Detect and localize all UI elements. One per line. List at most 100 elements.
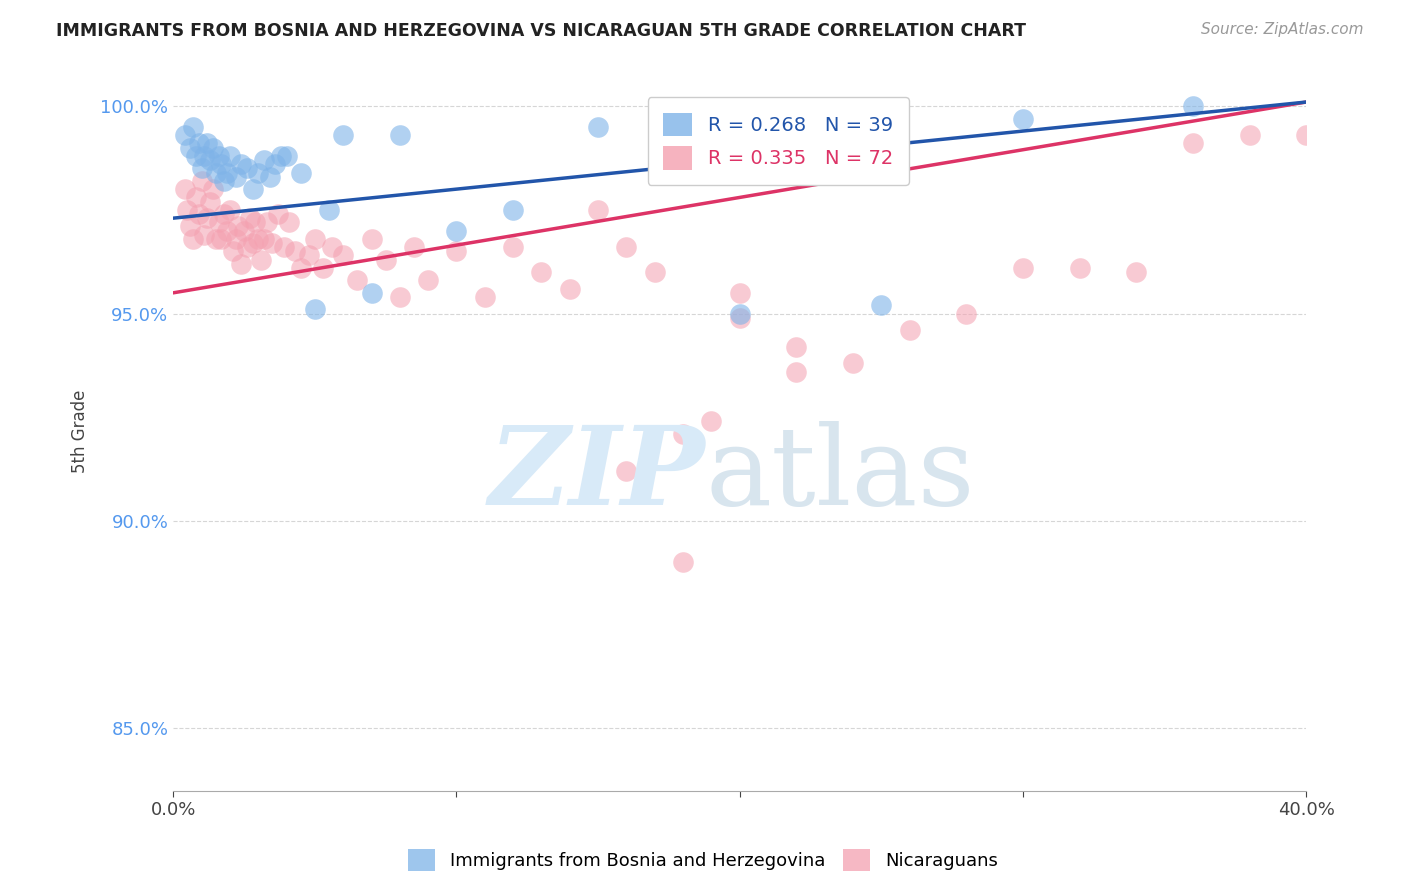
- Point: [233, 224, 256, 238]
- Point: [474, 290, 496, 304]
- Point: [276, 149, 298, 163]
- Point: [218, 149, 240, 163]
- Point: [247, 232, 270, 246]
- Point: [198, 153, 221, 167]
- Point: [187, 207, 209, 221]
- Point: [215, 224, 238, 238]
- Point: [242, 235, 264, 250]
- Point: [201, 182, 224, 196]
- Point: [298, 248, 321, 262]
- Point: [616, 464, 638, 478]
- Point: [201, 141, 224, 155]
- Point: [264, 157, 287, 171]
- Point: [290, 260, 312, 275]
- Point: [785, 365, 807, 379]
- Point: [209, 157, 232, 171]
- Point: [388, 128, 411, 143]
- Point: [284, 244, 307, 259]
- Point: [273, 240, 295, 254]
- Point: [173, 182, 195, 196]
- Legend: Immigrants from Bosnia and Herzegovina, Nicaraguans: Immigrants from Bosnia and Herzegovina, …: [401, 842, 1005, 879]
- Point: [530, 265, 553, 279]
- Point: [225, 232, 247, 246]
- Point: [259, 169, 281, 184]
- Point: [446, 224, 468, 238]
- Point: [728, 310, 751, 325]
- Text: atlas: atlas: [706, 421, 976, 528]
- Point: [270, 149, 292, 163]
- Text: IMMIGRANTS FROM BOSNIA AND HERZEGOVINA VS NICARAGUAN 5TH GRADE CORRELATION CHART: IMMIGRANTS FROM BOSNIA AND HERZEGOVINA V…: [56, 22, 1026, 40]
- Point: [278, 215, 301, 229]
- Point: [360, 285, 382, 300]
- Point: [1182, 99, 1205, 113]
- Point: [360, 232, 382, 246]
- Point: [190, 161, 212, 176]
- Point: [290, 165, 312, 179]
- Y-axis label: 5th Grade: 5th Grade: [72, 390, 89, 474]
- Point: [184, 190, 207, 204]
- Point: [304, 302, 326, 317]
- Point: [332, 128, 354, 143]
- Point: [181, 232, 204, 246]
- Point: [242, 182, 264, 196]
- Point: [236, 161, 259, 176]
- Point: [304, 232, 326, 246]
- Point: [225, 169, 247, 184]
- Point: [231, 257, 253, 271]
- Point: [728, 307, 751, 321]
- Point: [228, 219, 250, 234]
- Point: [179, 219, 201, 234]
- Point: [502, 240, 524, 254]
- Point: [1182, 136, 1205, 151]
- Point: [446, 244, 468, 259]
- Text: ZIP: ZIP: [489, 421, 706, 529]
- Point: [332, 248, 354, 262]
- Point: [502, 202, 524, 217]
- Point: [1239, 128, 1261, 143]
- Point: [253, 153, 276, 167]
- Point: [245, 215, 267, 229]
- Point: [236, 240, 259, 254]
- Point: [1012, 112, 1035, 126]
- Point: [402, 240, 425, 254]
- Point: [586, 202, 609, 217]
- Point: [247, 165, 270, 179]
- Point: [1295, 128, 1317, 143]
- Point: [898, 323, 921, 337]
- Point: [312, 260, 335, 275]
- Point: [955, 307, 977, 321]
- Point: [842, 356, 865, 370]
- Point: [209, 232, 232, 246]
- Point: [672, 556, 695, 570]
- Point: [374, 252, 396, 267]
- Point: [198, 194, 221, 209]
- Point: [267, 207, 290, 221]
- Point: [184, 149, 207, 163]
- Point: [239, 211, 262, 226]
- Point: [418, 273, 440, 287]
- Point: [190, 174, 212, 188]
- Text: Source: ZipAtlas.com: Source: ZipAtlas.com: [1201, 22, 1364, 37]
- Point: [1012, 260, 1035, 275]
- Point: [256, 215, 278, 229]
- Point: [212, 174, 235, 188]
- Point: [388, 290, 411, 304]
- Legend: R = 0.268   N = 39, R = 0.335   N = 72: R = 0.268 N = 39, R = 0.335 N = 72: [648, 97, 908, 186]
- Point: [195, 136, 218, 151]
- Point: [181, 120, 204, 134]
- Point: [250, 252, 273, 267]
- Point: [222, 244, 245, 259]
- Point: [616, 240, 638, 254]
- Point: [1125, 265, 1147, 279]
- Point: [728, 285, 751, 300]
- Point: [179, 141, 201, 155]
- Point: [204, 165, 226, 179]
- Point: [207, 149, 229, 163]
- Point: [870, 298, 893, 312]
- Point: [700, 414, 723, 428]
- Point: [215, 165, 238, 179]
- Point: [231, 157, 253, 171]
- Point: [207, 215, 229, 229]
- Point: [253, 232, 276, 246]
- Point: [193, 149, 215, 163]
